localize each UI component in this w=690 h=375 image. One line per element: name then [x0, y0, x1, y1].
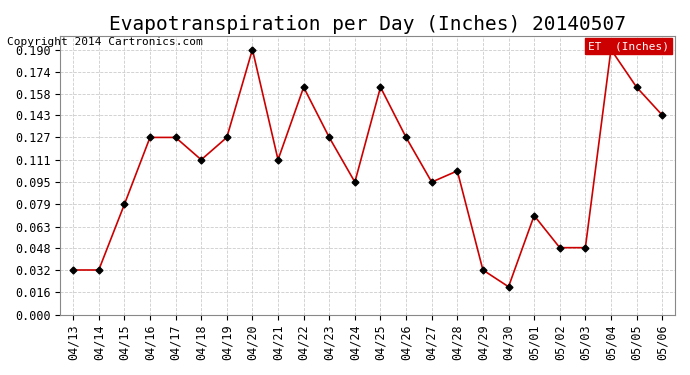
Text: ET  (Inches): ET (Inches)	[588, 41, 669, 51]
Title: Evapotranspiration per Day (Inches) 20140507: Evapotranspiration per Day (Inches) 2014…	[109, 15, 626, 34]
Text: Copyright 2014 Cartronics.com: Copyright 2014 Cartronics.com	[7, 37, 203, 47]
